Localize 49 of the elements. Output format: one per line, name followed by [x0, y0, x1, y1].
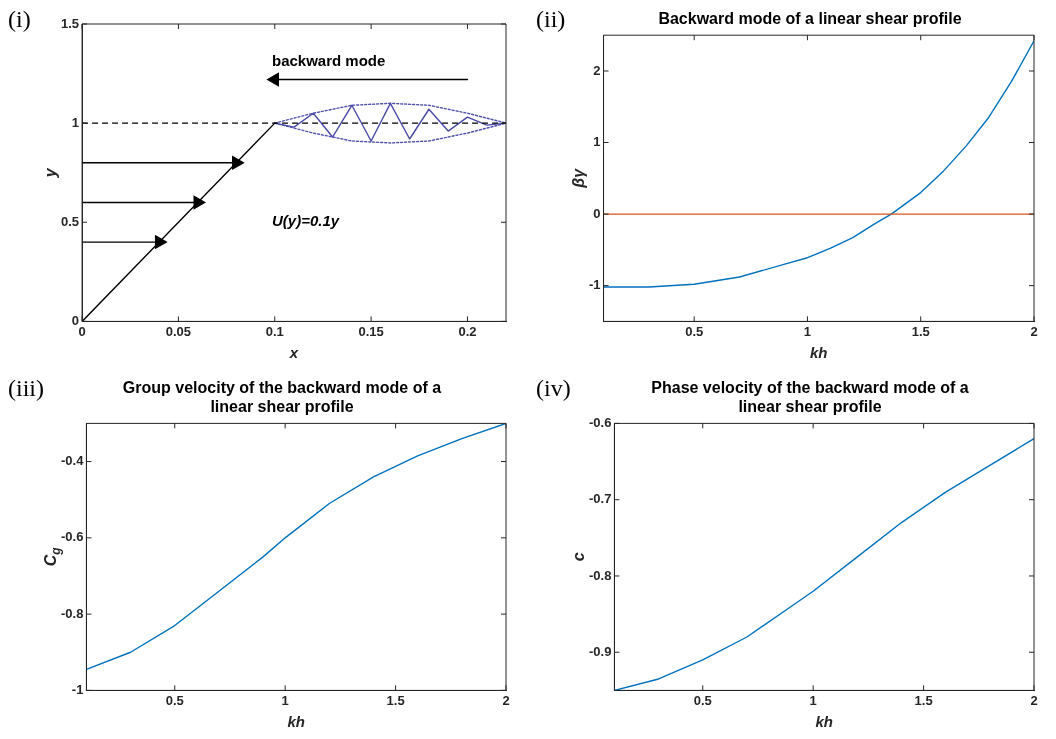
- x-tick-label: 0.15: [358, 323, 384, 339]
- x-tick-label: 2: [1030, 323, 1038, 339]
- y-tick-label: -0.8: [60, 605, 84, 621]
- y-tick-label: 1.5: [60, 15, 80, 31]
- x-tick-label: 0.1: [265, 323, 284, 339]
- y-axis-title: βγ: [570, 167, 587, 189]
- x-axis-title: x: [288, 344, 299, 362]
- y-tick-label: 0.5: [60, 213, 80, 229]
- y-tick-label: 0: [71, 312, 80, 328]
- y-tick-label: -1: [71, 681, 84, 697]
- y-tick-label: -0.4: [60, 453, 85, 469]
- y-tick-label: 1: [71, 114, 80, 130]
- y-tick-label: -1: [589, 277, 601, 293]
- chart-title: Backward mode of a linear shear profile: [658, 10, 962, 28]
- chart-title: Group velocity of the backward mode of a linear shear profile: [122, 379, 442, 416]
- x-tick-label: 1.5: [911, 323, 930, 339]
- y-tick-label: 2: [593, 62, 601, 78]
- y-tick-label: 0: [593, 205, 601, 221]
- x-tick-label: 2: [502, 692, 510, 708]
- y-tick-label: -0.6: [588, 414, 612, 430]
- x-tick-label: 1: [803, 323, 812, 339]
- y-tick-label: -0.9: [588, 643, 612, 659]
- x-tick-label: 2: [1030, 692, 1038, 708]
- x-tick-label: 1: [281, 692, 289, 708]
- x-tick-label: 0.5: [165, 692, 184, 708]
- x-axis-title: kh: [810, 344, 828, 362]
- y-tick-label: -0.8: [588, 567, 612, 583]
- x-tick-label: 1.5: [914, 692, 933, 708]
- x-tick-label: 1: [809, 692, 817, 708]
- x-tick-label: 1.5: [386, 692, 405, 708]
- y-axis-title: y: [42, 167, 59, 179]
- x-axis-title: kh: [815, 713, 833, 731]
- annotation: U(y)=0.1y: [272, 212, 340, 229]
- chart-title: Phase velocity of the backward mode of a linear shear profile: [651, 379, 969, 416]
- y-tick-label: -0.6: [60, 529, 84, 545]
- y-tick-label: -0.7: [588, 491, 612, 507]
- annotation: backward mode: [272, 52, 386, 69]
- x-tick-label: 0.05: [165, 323, 192, 339]
- y-axis-title: c: [570, 552, 587, 562]
- y-tick-label: 1: [593, 134, 601, 150]
- x-tick-label: 0.2: [458, 323, 477, 339]
- text: (iii): [8, 375, 44, 402]
- text: (ii): [536, 6, 566, 33]
- x-tick-label: 0.5: [685, 323, 704, 339]
- x-tick-label: 0.5: [693, 692, 712, 708]
- text: (iv): [536, 375, 571, 402]
- text: (i): [8, 6, 31, 33]
- x-axis-title: kh: [287, 713, 305, 731]
- y-axis-title: Cg: [42, 546, 63, 567]
